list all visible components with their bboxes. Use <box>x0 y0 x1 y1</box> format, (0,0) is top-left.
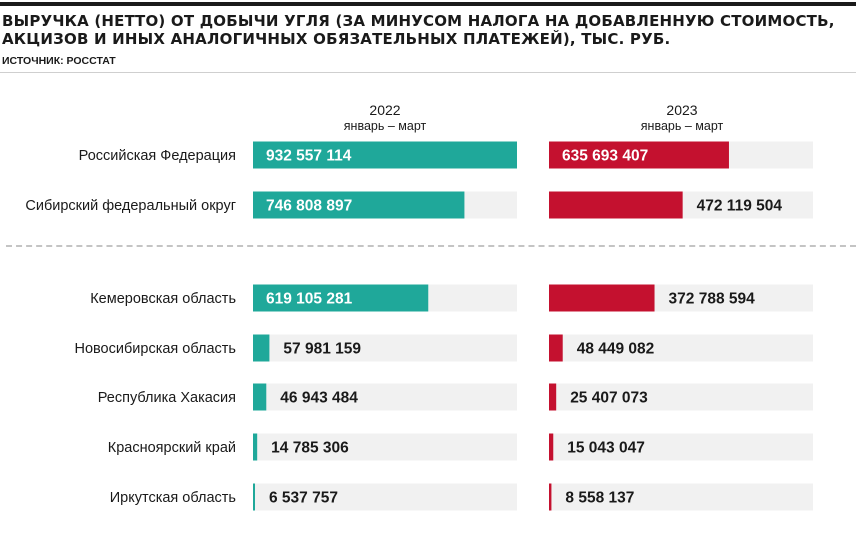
column-year-2022: 2022 <box>369 102 401 118</box>
header-rule <box>0 72 856 73</box>
bar-track <box>253 433 517 461</box>
value-label: 472 119 504 <box>697 198 783 215</box>
bar-track <box>549 433 813 461</box>
bar-track <box>253 383 517 411</box>
column-header-2022: 2022 январь – март <box>315 102 455 134</box>
column-period-2023: январь – март <box>640 119 724 133</box>
bar-track <box>549 334 813 362</box>
group-divider <box>6 245 856 247</box>
bar <box>549 141 729 169</box>
value-label: 25 407 073 <box>570 390 648 407</box>
column-period-2022: январь – март <box>343 119 427 133</box>
category-label: Новосибирская область <box>74 341 236 357</box>
bar-track <box>253 483 517 511</box>
category-label: Иркутская область <box>110 490 236 506</box>
bar <box>549 334 563 362</box>
bar <box>253 433 258 461</box>
bar <box>253 284 429 312</box>
bar <box>253 141 517 169</box>
bar <box>549 191 683 219</box>
bar <box>253 383 267 411</box>
bar <box>549 433 554 461</box>
bar <box>549 284 655 312</box>
chart-title: Выручка (нетто) от добычи угля (за минус… <box>2 12 835 48</box>
category-label: Сибирский федеральный округ <box>25 198 236 214</box>
value-label: 932 557 114 <box>266 148 352 165</box>
bar <box>253 334 270 362</box>
category-label: Республика Хакасия <box>98 390 236 406</box>
value-label: 48 449 082 <box>577 341 655 358</box>
value-label: 15 043 047 <box>567 440 645 457</box>
value-label: 46 943 484 <box>280 390 358 407</box>
bar <box>549 383 557 411</box>
value-label: 635 693 407 <box>562 148 648 165</box>
value-label: 8 558 137 <box>565 490 634 507</box>
bar <box>253 483 255 511</box>
value-label: 57 981 159 <box>283 341 361 358</box>
value-label: 14 785 306 <box>271 440 349 457</box>
category-label: Красноярский край <box>108 440 236 456</box>
value-label: 746 808 897 <box>266 198 352 215</box>
column-header-2023: 2023 январь – март <box>612 102 752 134</box>
bar-track <box>549 483 813 511</box>
category-label: Кемеровская область <box>90 291 236 307</box>
value-label: 372 788 594 <box>669 291 756 308</box>
bar-track <box>253 334 517 362</box>
column-year-2023: 2023 <box>666 102 698 118</box>
bar-track <box>549 383 813 411</box>
value-label: 619 105 281 <box>266 291 353 308</box>
value-label: 6 537 757 <box>269 490 338 507</box>
top-rule <box>0 2 856 6</box>
source-note: Источник: Росстат <box>2 55 116 67</box>
bar <box>549 483 552 511</box>
category-label: Российская Федерация <box>79 148 236 164</box>
bar <box>253 191 465 219</box>
